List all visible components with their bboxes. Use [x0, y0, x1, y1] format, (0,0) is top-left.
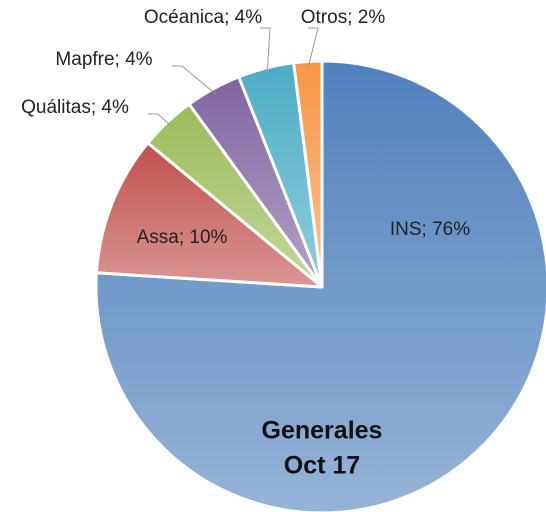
data-label: Quálitas; 4%	[21, 97, 129, 118]
pie	[94, 59, 546, 512]
data-label: Mapfre; 4%	[55, 49, 152, 70]
data-label: Assa; 10%	[137, 227, 228, 248]
data-label: Otros; 2%	[301, 7, 386, 28]
chart-subtitle: Oct 17	[284, 452, 360, 480]
data-label: INS; 76%	[390, 219, 470, 240]
leader-line	[307, 27, 319, 68]
pie-slice	[94, 141, 324, 289]
pie-slice	[94, 59, 546, 512]
pie-slice	[292, 59, 324, 289]
leader-line	[148, 113, 172, 127]
leader-line	[260, 27, 271, 74]
leader-line	[172, 65, 217, 95]
chart-title: Generales	[262, 417, 383, 445]
data-label: Océanica; 4%	[144, 7, 262, 28]
